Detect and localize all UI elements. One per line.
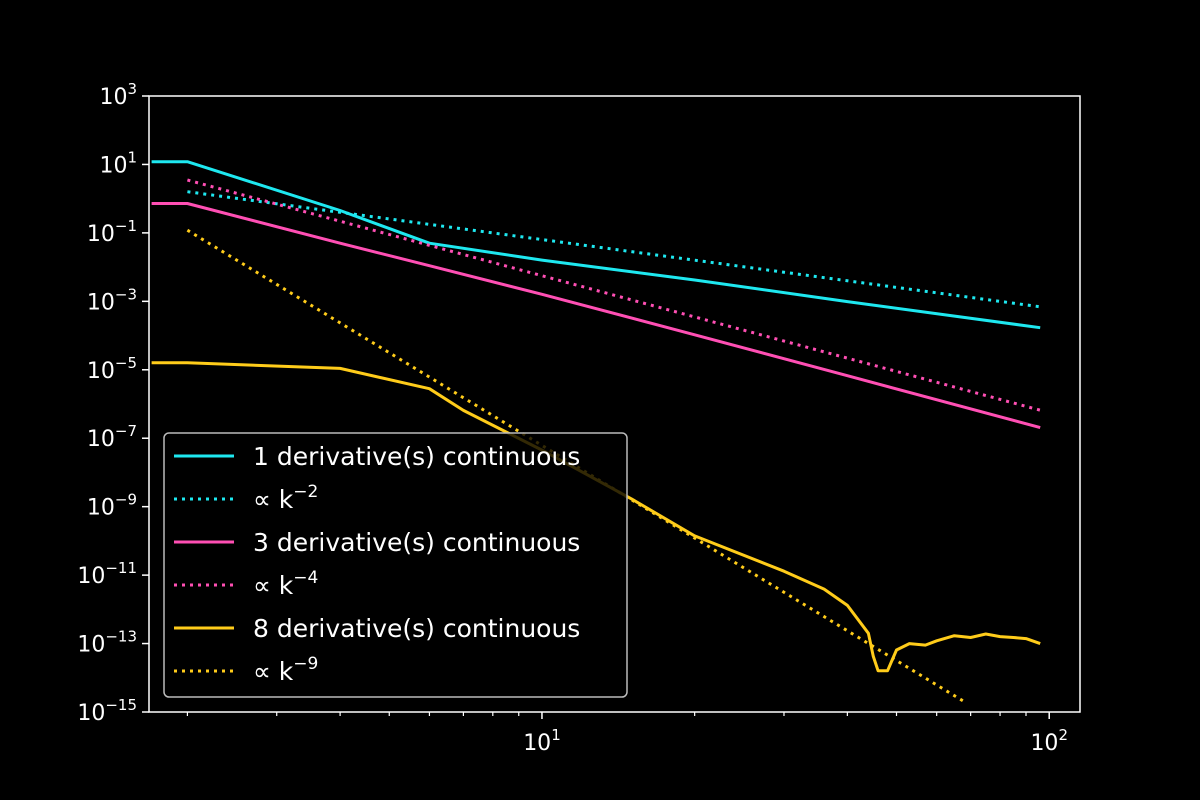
legend-label-4: 8 derivative(s) continuous (253, 614, 580, 643)
series-line-2 (151, 202, 1041, 430)
legend-label-3: ∝ k−4 (253, 568, 318, 600)
y-tick-label-3: 10−3 (87, 285, 137, 315)
legend-label-1: ∝ k−2 (253, 482, 318, 514)
plot-frame (148, 95, 1081, 713)
series-line-4 (151, 361, 1041, 673)
x-tick-label-0: 101 (523, 726, 561, 756)
axis-layer: 101 102 103 101 10−1 10−3 10−5 10−7 10−9 10−11 10−… (77, 80, 1068, 756)
y-tick-label-2: 10−1 (87, 217, 137, 247)
legend: 1 derivative(s) continuous ∝ k−2 3 derivat… (163, 432, 628, 698)
series-layer (151, 160, 1041, 703)
series-line-0 (151, 160, 1041, 330)
y-tick-label-6: 10−9 (87, 491, 137, 521)
x-tick-label-1: 102 (1030, 726, 1068, 756)
legend-label-0: 1 derivative(s) continuous (253, 442, 580, 471)
y-tick-label-8: 10−13 (77, 628, 137, 658)
y-tick-label-7: 10−11 (77, 559, 137, 589)
y-tick-label-0: 103 (99, 80, 137, 110)
y-tick-label-9: 10−15 (77, 696, 137, 726)
y-tick-label-4: 10−5 (87, 354, 137, 384)
legend-label-2: 3 derivative(s) continuous (253, 528, 580, 557)
y-tick-label-1: 101 (99, 148, 137, 178)
series-line-3 (187, 178, 1041, 412)
legend-box (163, 432, 628, 698)
legend-label-5: ∝ k−9 (253, 654, 318, 686)
y-tick-label-5: 10−7 (87, 422, 137, 452)
